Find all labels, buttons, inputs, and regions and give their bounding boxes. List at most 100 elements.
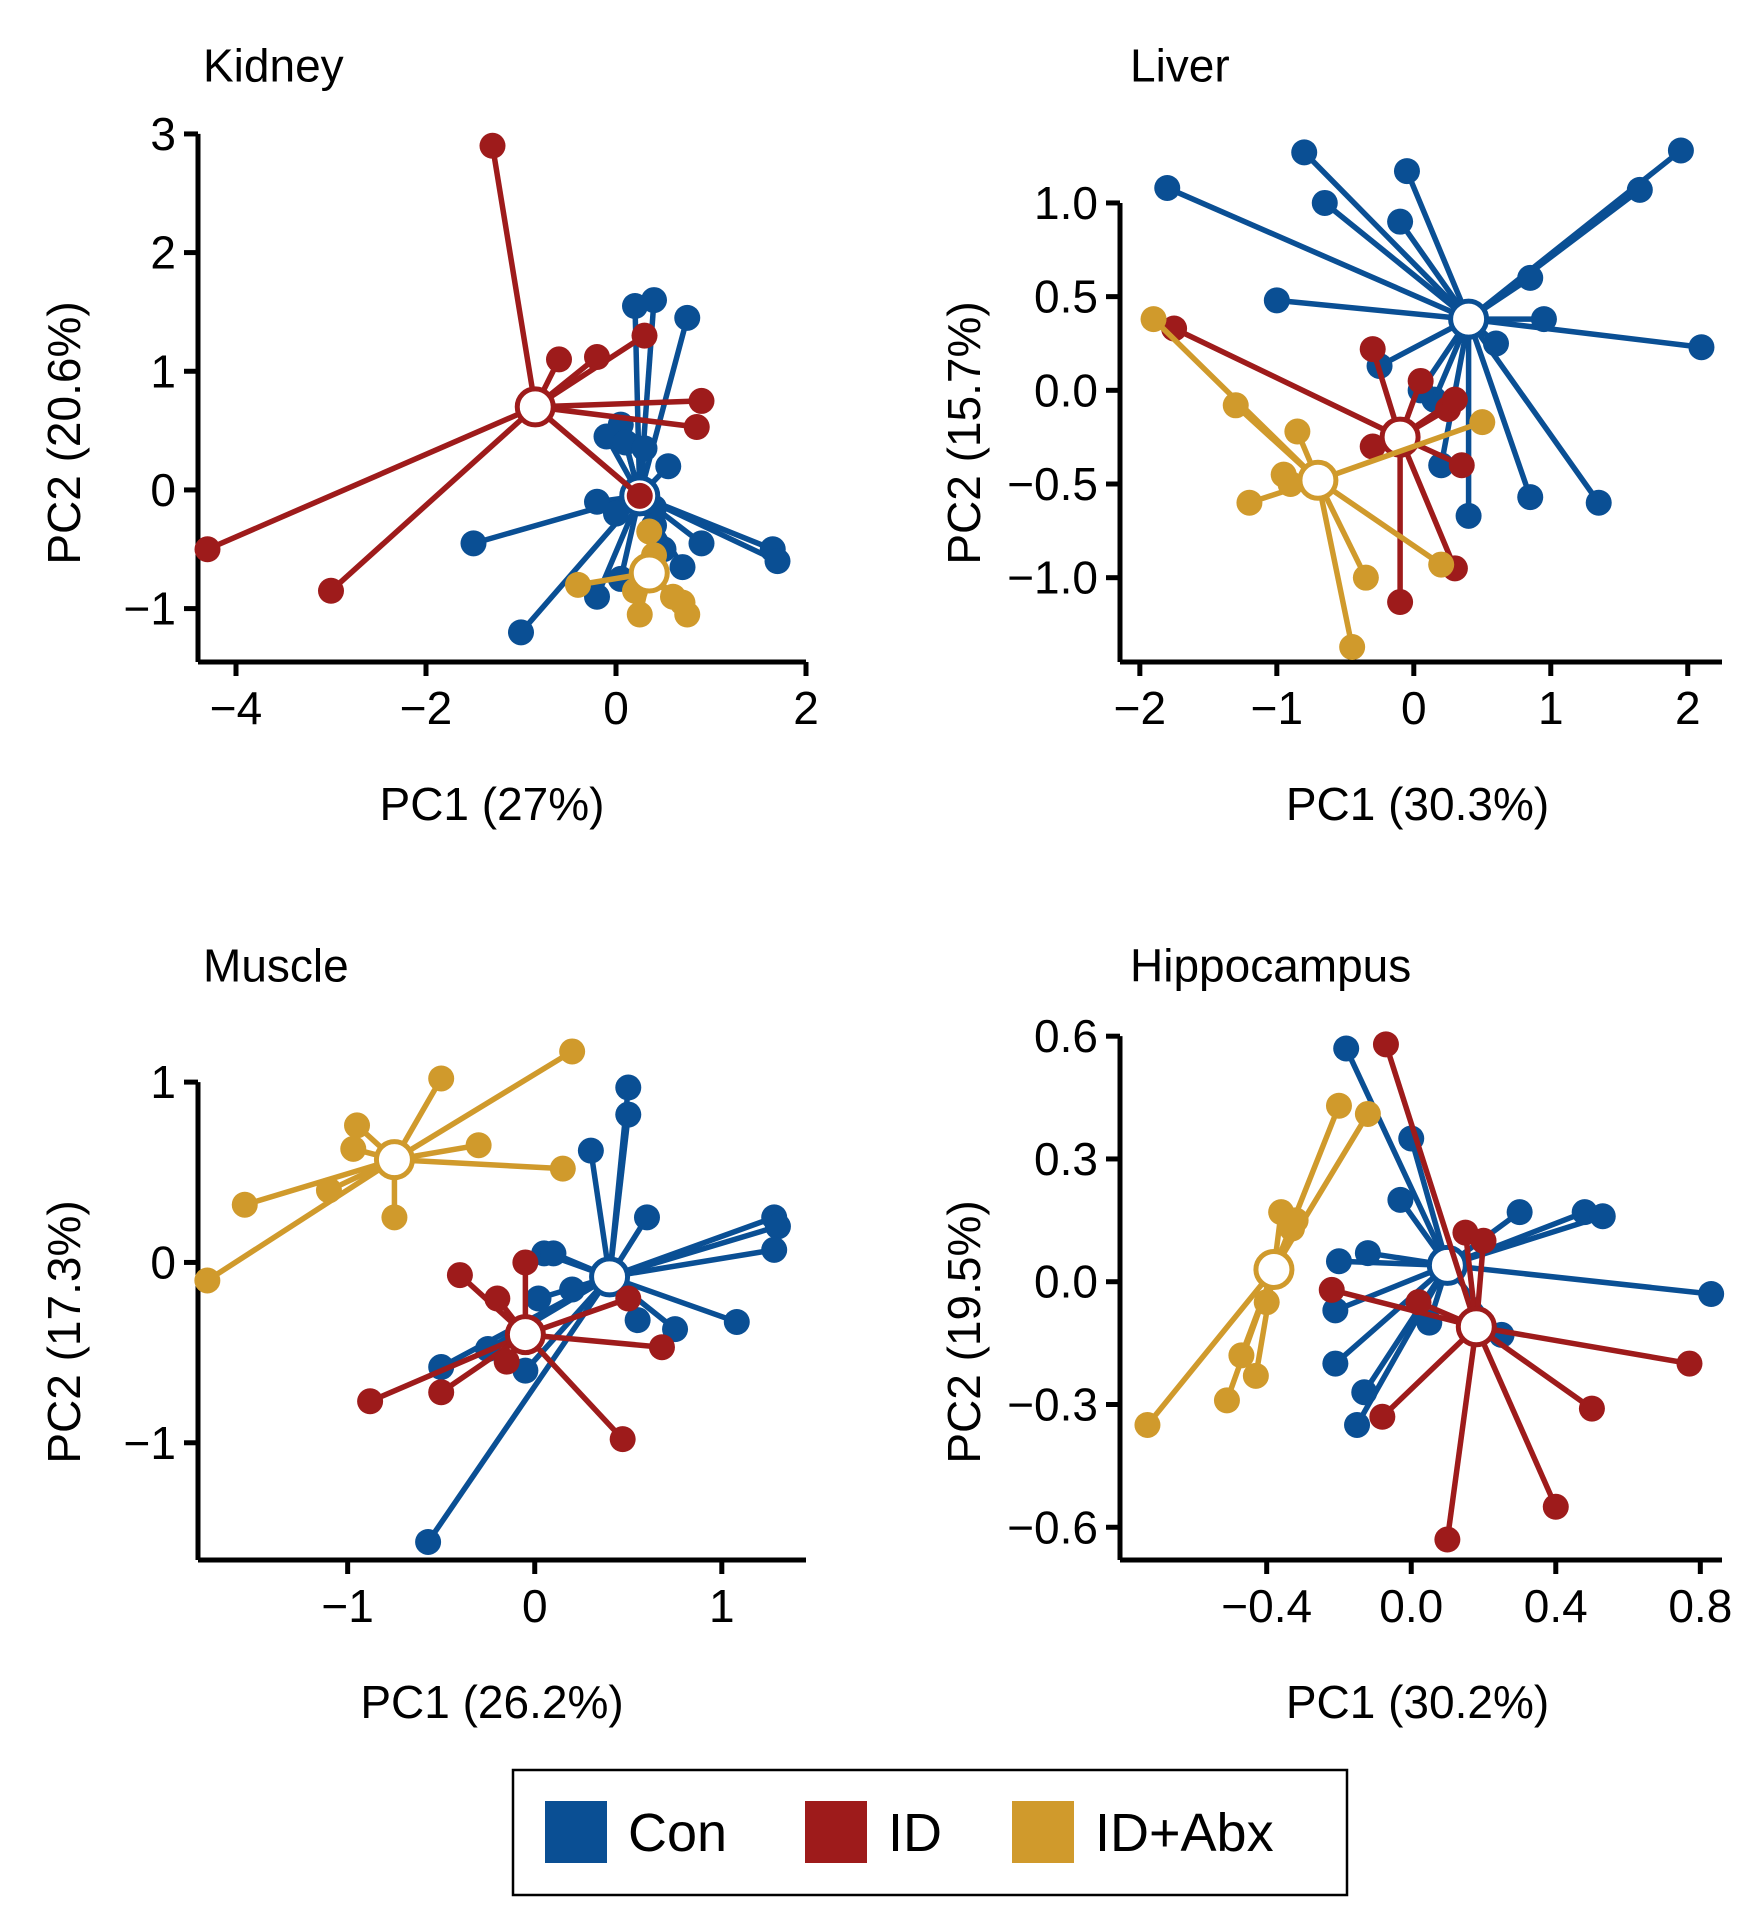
data-point — [1277, 471, 1304, 497]
data-point — [1667, 137, 1694, 164]
panel-title: Kidney — [203, 40, 344, 92]
data-point — [1291, 139, 1318, 166]
y-tick-label: 0.6 — [1034, 1010, 1098, 1062]
y-tick-label: 2 — [150, 227, 176, 279]
x-tick-label: 0 — [603, 682, 629, 734]
data-point — [648, 1334, 675, 1361]
data-point — [1253, 1289, 1280, 1316]
data-point — [603, 500, 629, 527]
data-point — [1387, 589, 1414, 616]
data-point — [1263, 287, 1290, 314]
y-tick-label: 1 — [150, 345, 176, 397]
series-con — [1154, 137, 1715, 529]
y-tick-label: −1 — [124, 1417, 176, 1469]
series-con — [460, 287, 791, 646]
data-point — [662, 1316, 689, 1343]
data-point — [626, 601, 653, 628]
data-point — [1585, 489, 1612, 516]
data-point — [1393, 158, 1420, 185]
data-point — [540, 1240, 567, 1267]
y-axis-title: PC2 (20.6%) — [38, 301, 90, 564]
data-point — [688, 530, 715, 557]
data-point — [1325, 1248, 1352, 1275]
data-point — [565, 571, 591, 598]
data-point — [1322, 1350, 1349, 1377]
spoke-line — [1302, 150, 1471, 322]
data-point — [1213, 1387, 1240, 1414]
data-point — [1578, 1395, 1605, 1422]
y-tick-label: 0.0 — [1034, 1256, 1098, 1308]
spoke-line — [1343, 1047, 1450, 1267]
data-point — [344, 1112, 371, 1139]
data-point — [1140, 306, 1167, 333]
spoke-line — [1465, 318, 1533, 499]
series-id — [1161, 315, 1475, 616]
data-point — [626, 482, 653, 509]
data-point — [1354, 1100, 1381, 1127]
data-point — [1352, 564, 1379, 591]
data-point — [1441, 386, 1468, 413]
data-point — [479, 132, 506, 159]
spoke-line — [588, 1150, 613, 1278]
data-point — [636, 518, 663, 545]
spoke-line — [606, 1114, 632, 1278]
spoke-line — [1145, 1267, 1277, 1427]
data-point — [1222, 392, 1249, 419]
data-point — [512, 1249, 539, 1276]
spoke-line — [206, 404, 537, 552]
data-point — [1698, 1281, 1725, 1307]
spoke-line — [525, 1331, 663, 1350]
series-id — [1318, 1031, 1703, 1553]
data-point — [460, 530, 487, 557]
data-point — [1407, 367, 1434, 394]
spoke-line — [1172, 326, 1402, 440]
spoke-line — [1315, 479, 1355, 648]
data-point — [688, 387, 715, 414]
y-tick-label: −0.6 — [1007, 1501, 1098, 1553]
data-point — [655, 453, 682, 480]
data-point — [1455, 502, 1482, 529]
data-point — [615, 1074, 642, 1101]
legend-swatch-id-abx — [1012, 1801, 1074, 1863]
series-con — [415, 1074, 791, 1555]
x-tick-label: 0.8 — [1668, 1580, 1732, 1632]
spoke-line — [1323, 200, 1471, 322]
spoke-line — [1317, 419, 1484, 483]
data-point — [577, 1137, 604, 1164]
data-point — [231, 1191, 258, 1218]
data-point — [465, 1132, 492, 1159]
y-axis-title: PC2 (19.5%) — [938, 1200, 990, 1463]
y-tick-label: −1.0 — [1007, 552, 1098, 604]
data-point — [669, 554, 696, 581]
data-point — [631, 322, 658, 349]
centroid-point — [373, 1139, 415, 1181]
data-point — [1405, 1289, 1432, 1316]
data-point — [1236, 489, 1263, 516]
x-tick-label: 0.4 — [1524, 1580, 1588, 1632]
x-tick-label: −1 — [1251, 682, 1303, 734]
spoke-line — [1475, 1324, 1690, 1367]
spoke-line — [1383, 1043, 1479, 1328]
legend: Con ID ID+Abx — [511, 1768, 1349, 1897]
centroid-point — [1455, 1306, 1497, 1348]
spoke-line — [535, 398, 702, 410]
data-point — [761, 1236, 788, 1263]
x-tick-label: 1 — [709, 1580, 735, 1632]
y-tick-label: 0.0 — [1034, 364, 1098, 416]
centroid-point — [1297, 459, 1339, 501]
data-point — [428, 1065, 455, 1092]
data-point — [624, 1307, 651, 1334]
data-point — [1434, 1526, 1461, 1553]
data-point — [1344, 1411, 1371, 1438]
data-point — [615, 1101, 642, 1128]
x-tick-label: 0.0 — [1379, 1580, 1443, 1632]
centroid-point — [628, 552, 670, 594]
panel-muscle: Muscle −1 0 1 −1 0 1 PC1 (26.2%) PC2 (17.3%) — [38, 940, 806, 1728]
spoke-line — [1316, 477, 1443, 567]
spoke-line — [1331, 1287, 1477, 1330]
data-point — [1284, 418, 1311, 445]
data-point — [764, 548, 791, 575]
series-id-abx — [565, 518, 701, 628]
data-point — [1154, 174, 1181, 201]
x-tick-label: 0 — [522, 1580, 548, 1632]
